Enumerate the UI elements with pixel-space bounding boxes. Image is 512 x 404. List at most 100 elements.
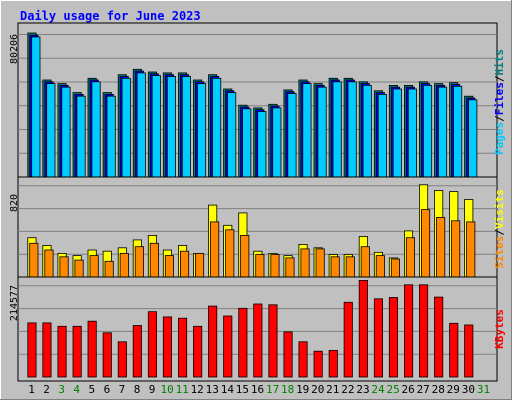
panel-bottom: 214577 KBytes — [9, 276, 506, 382]
x-tick-label: 12 — [191, 383, 204, 396]
bar-pages-day-13 — [212, 77, 222, 178]
legend-part: Hits — [493, 49, 506, 76]
y-max-label: 214577 — [9, 285, 20, 321]
series-legend-label: Pages/Files/Hits — [493, 49, 506, 155]
x-tick-label: 11 — [176, 383, 189, 396]
legend-part: Visits — [493, 189, 506, 229]
legend-part: Sites — [493, 236, 506, 269]
x-tick-label: 14 — [221, 383, 235, 396]
legend-part: / — [493, 75, 506, 82]
bar-sites-day-21 — [330, 256, 340, 278]
x-tick-label: 28 — [432, 383, 445, 396]
bar-kbytes-day-26 — [403, 284, 414, 378]
bar-sites-day-24 — [375, 255, 385, 278]
bar-sites-day-29 — [451, 220, 461, 278]
x-tick-label: 5 — [88, 383, 95, 396]
bar-pages-day-21 — [332, 81, 342, 178]
bar-pages-day-2 — [46, 83, 56, 178]
bar-kbytes-day-30 — [464, 324, 474, 378]
x-tick-label: 8 — [134, 383, 141, 396]
bar-kbytes-day-21 — [328, 349, 338, 378]
bar-pages-day-11 — [181, 76, 192, 178]
bar-kbytes-day-25 — [388, 297, 398, 378]
bar-kbytes-day-23 — [358, 279, 368, 378]
bar-sites-day-11 — [179, 250, 190, 278]
bar-kbytes-day-24 — [373, 298, 383, 378]
bar-sites-day-6 — [104, 260, 114, 278]
bar-pages-day-20 — [317, 86, 327, 178]
x-tick-label: 18 — [281, 383, 294, 396]
bar-pages-day-1 — [31, 36, 41, 178]
bar-pages-day-23 — [362, 85, 372, 178]
bar-sites-day-30 — [466, 221, 476, 278]
legend-part: / — [493, 229, 506, 236]
bar-pages-day-5 — [91, 81, 101, 178]
legend-part: KBytes — [493, 309, 506, 349]
bar-sites-day-3 — [59, 256, 69, 278]
bar-sites-day-14 — [225, 229, 235, 278]
bar-kbytes-day-29 — [449, 322, 459, 378]
bar-pages-day-19 — [302, 83, 312, 178]
x-tick-label: 23 — [356, 383, 369, 396]
bar-pages-day-6 — [106, 95, 116, 178]
bar-sites-day-8 — [134, 246, 144, 278]
panel-middle: 820 Sites/Visits — [9, 176, 506, 282]
bar-pages-day-15 — [242, 108, 252, 178]
bar-kbytes-day-15 — [238, 307, 248, 378]
x-tick-label: 26 — [401, 383, 414, 396]
legend-part: Files — [493, 82, 506, 115]
bar-kbytes-day-7 — [117, 341, 127, 378]
bar-pages-day-29 — [453, 85, 463, 178]
x-tick-label: 30 — [462, 383, 475, 396]
x-tick-label: 31 — [477, 383, 490, 396]
bar-kbytes-day-22 — [343, 301, 353, 378]
bar-kbytes-day-16 — [253, 303, 263, 378]
bar-pages-day-10 — [166, 76, 177, 178]
x-tick-label: 19 — [296, 383, 309, 396]
bar-sites-day-22 — [345, 256, 355, 278]
bar-sites-day-23 — [360, 246, 370, 278]
x-tick-label: 17 — [266, 383, 279, 396]
bar-pages-day-8 — [136, 72, 146, 178]
bar-pages-day-30 — [468, 99, 478, 178]
bar-pages-day-27 — [422, 85, 433, 178]
series-legend-label: Sites/Visits — [493, 189, 506, 269]
x-tick-label: 9 — [149, 383, 156, 396]
bar-sites-day-12 — [194, 252, 205, 278]
bar-kbytes-day-13 — [208, 305, 218, 378]
chart-title: Daily usage for June 2023 — [20, 9, 201, 23]
bar-sites-day-15 — [240, 234, 250, 278]
bar-pages-day-3 — [61, 86, 71, 178]
bar-pages-day-17 — [272, 107, 282, 178]
bar-kbytes-day-17 — [268, 304, 278, 378]
x-tick-label: 22 — [341, 383, 354, 396]
bar-kbytes-day-2 — [42, 322, 52, 378]
bar-pages-day-4 — [76, 95, 86, 178]
x-tick-label: 1 — [28, 383, 35, 396]
bar-sites-day-5 — [89, 255, 99, 278]
x-tick-label: 13 — [206, 383, 219, 396]
bar-sites-day-26 — [405, 237, 415, 278]
legend-part: Pages — [493, 122, 506, 155]
bar-sites-day-20 — [315, 248, 325, 278]
x-tick-label: 6 — [104, 383, 111, 396]
y-max-label: 80206 — [9, 34, 20, 64]
bar-pages-day-28 — [437, 86, 448, 178]
bar-kbytes-day-27 — [418, 284, 429, 378]
bar-pages-day-18 — [287, 93, 297, 178]
bar-sites-day-18 — [285, 257, 295, 278]
bar-sites-day-28 — [436, 216, 446, 278]
x-tick-label: 21 — [326, 383, 339, 396]
bar-pages-day-7 — [121, 77, 131, 178]
bar-sites-day-17 — [270, 254, 280, 278]
bar-sites-day-4 — [74, 259, 84, 278]
x-tick-label: 7 — [119, 383, 126, 396]
x-tick-label: 2 — [43, 383, 50, 396]
bar-kbytes-day-12 — [193, 325, 203, 378]
bar-kbytes-day-19 — [298, 341, 308, 378]
bar-sites-day-13 — [210, 221, 220, 278]
y-max-label: 820 — [9, 194, 20, 212]
bar-pages-day-24 — [377, 94, 387, 178]
bar-kbytes-day-9 — [147, 311, 158, 378]
